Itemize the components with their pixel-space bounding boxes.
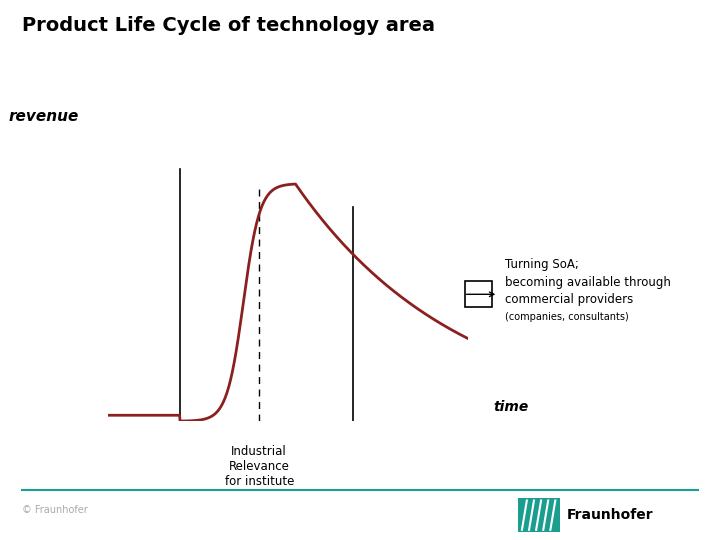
Bar bbox=[465, 281, 492, 307]
Text: Turning SoA;: Turning SoA; bbox=[505, 258, 580, 271]
Text: Fraunhofer: Fraunhofer bbox=[567, 508, 654, 522]
Text: Industrial
Relevance
for institute: Industrial Relevance for institute bbox=[225, 445, 294, 488]
Bar bbox=[518, 498, 559, 532]
Text: revenue: revenue bbox=[9, 109, 79, 124]
Text: commercial providers: commercial providers bbox=[505, 293, 634, 306]
Text: becoming available through: becoming available through bbox=[505, 276, 671, 289]
Text: Product Life Cycle of technology area: Product Life Cycle of technology area bbox=[22, 16, 435, 35]
Text: time: time bbox=[493, 400, 528, 414]
Text: (companies, consultants): (companies, consultants) bbox=[505, 312, 629, 322]
Text: © Fraunhofer: © Fraunhofer bbox=[22, 505, 87, 515]
